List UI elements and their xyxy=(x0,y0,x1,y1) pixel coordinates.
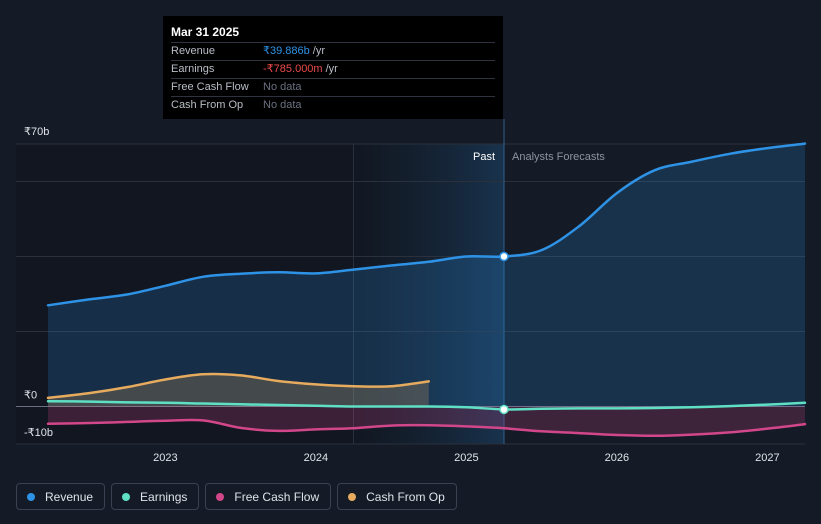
tooltip-unit: /yr xyxy=(325,63,338,75)
tooltip-date: Mar 31 2025 xyxy=(171,25,240,39)
legend-dot-icon xyxy=(122,492,131,501)
revenue-area xyxy=(48,143,805,407)
earnings-line xyxy=(46,400,807,411)
forecast-label: Analysts Forecasts xyxy=(512,151,605,163)
y-tick-label: ₹70b xyxy=(24,126,49,138)
tooltip-value: No data xyxy=(263,81,302,93)
tooltip-label: Earnings xyxy=(171,63,215,75)
chart-legend: Revenue Earnings Free Cash Flow Cash Fro… xyxy=(16,483,463,510)
highlight-band xyxy=(353,144,505,444)
legend-label: Revenue xyxy=(45,489,94,504)
x-tick-label: 2027 xyxy=(755,452,779,464)
past-label: Past xyxy=(473,151,495,163)
tooltip-row-revenue: Revenue ₹39.886b /yr xyxy=(171,42,495,60)
tooltip-label: Cash From Op xyxy=(171,99,244,111)
legend-item-earnings[interactable]: Earnings xyxy=(111,483,200,510)
y-tick-label: -₹10b xyxy=(24,427,53,439)
y-tick-label: ₹0 xyxy=(24,390,37,402)
legend-label: Cash From Op xyxy=(366,489,445,504)
free-cash-flow-area xyxy=(48,406,805,436)
legend-dot-icon xyxy=(27,492,35,501)
tooltip-panel: Mar 31 2025 Revenue ₹39.886b /yr Earning… xyxy=(163,16,503,119)
legend-item-revenue[interactable]: Revenue xyxy=(16,483,106,510)
x-tick-label: 2026 xyxy=(605,452,629,464)
tooltip-unit: /yr xyxy=(312,45,325,57)
legend-dot-icon xyxy=(348,492,357,501)
revenue-line xyxy=(46,142,807,307)
tooltip-value: -₹785.000m xyxy=(263,63,323,75)
x-tick-label: 2025 xyxy=(454,452,478,464)
x-tick-label: 2024 xyxy=(304,452,328,464)
legend-label: Free Cash Flow xyxy=(234,489,320,504)
x-tick-label: 2023 xyxy=(153,452,177,464)
legend-item-free-cash-flow[interactable]: Free Cash Flow xyxy=(205,483,332,510)
revenue-marker xyxy=(499,251,509,262)
tooltip-value: ₹39.886b xyxy=(263,45,310,57)
cash-from-op-line xyxy=(46,372,431,400)
free-cash-flow-line xyxy=(46,418,807,438)
legend-dot-icon xyxy=(216,492,225,501)
tooltip-row-cash-from-op: Cash From Op No data xyxy=(171,96,495,114)
legend-item-cash-from-op[interactable]: Cash From Op xyxy=(337,483,457,510)
tooltip-row-earnings: Earnings -₹785.000m /yr xyxy=(171,60,495,78)
tooltip-value: No data xyxy=(263,99,302,111)
tooltip-label: Free Cash Flow xyxy=(171,81,249,93)
cash-from-op-area xyxy=(48,374,429,407)
tooltip-label: Revenue xyxy=(171,45,216,57)
earnings-marker xyxy=(499,404,509,415)
tooltip-row-free-cash-flow: Free Cash Flow No data xyxy=(171,78,495,96)
legend-label: Earnings xyxy=(140,489,188,504)
